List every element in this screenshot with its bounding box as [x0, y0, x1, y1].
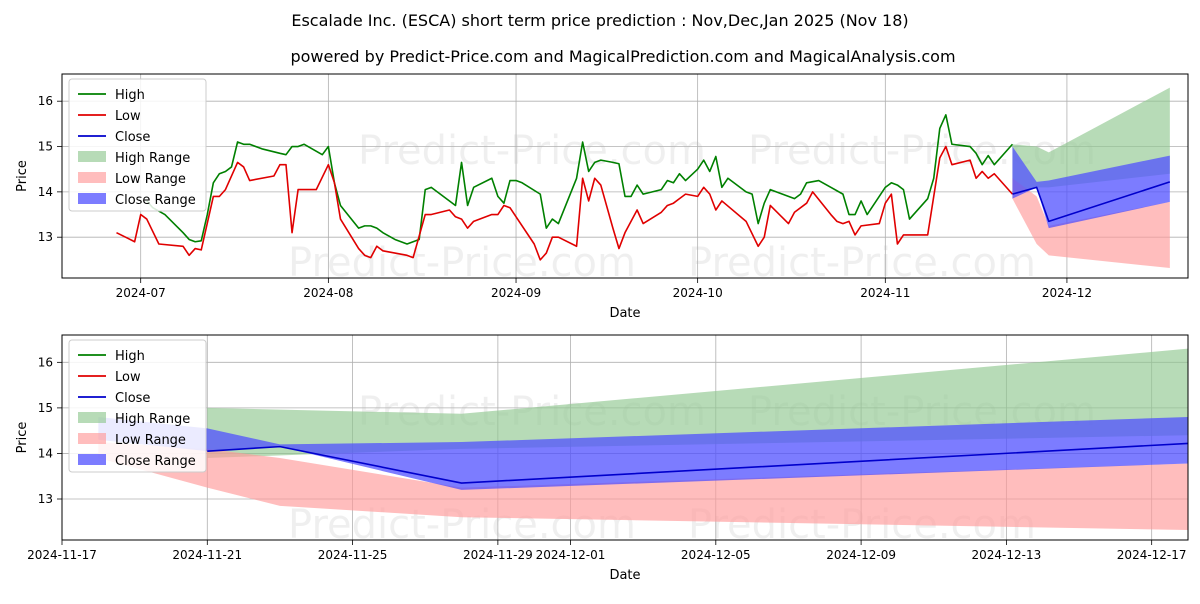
x-tick-label: 2024-09	[491, 286, 541, 300]
low-range-band	[98, 442, 1188, 530]
legend-label-low: Low	[115, 370, 141, 385]
legend-swatch-close-range	[78, 193, 106, 204]
legend-label-high: High	[115, 349, 145, 364]
watermark-text: Predict-Price.com	[358, 128, 706, 174]
x-axis-label: Date	[609, 568, 640, 583]
x-tick-label: 2024-12	[1042, 286, 1092, 300]
close-line	[1012, 181, 1171, 223]
chart-subtitle: powered by Predict-Price.com and Magical…	[290, 47, 955, 66]
x-tick-label: 2024-11-25	[318, 548, 388, 562]
close-range-band	[98, 417, 1188, 490]
legend-label-low-range: Low Range	[115, 172, 186, 187]
legend-label-close: Close	[115, 391, 150, 406]
x-tick-label: 2024-10	[673, 286, 723, 300]
x-tick-label: 2024-12-17	[1117, 548, 1187, 562]
chart-title: Escalade Inc. (ESCA) short term price pr…	[291, 11, 908, 30]
x-tick-label: 2024-11-17	[27, 548, 97, 562]
x-axis-label: Date	[609, 306, 640, 321]
legend-label-high: High	[115, 88, 145, 103]
bottom-panel: Predict-Price.comPredict-Price.comPredic…	[15, 334, 1189, 583]
x-tick-label: 2024-11-21	[172, 548, 242, 562]
legend-label-close-range: Close Range	[115, 454, 196, 469]
legend-label-low: Low	[115, 109, 141, 124]
legend-label-close: Close	[115, 130, 150, 145]
watermark-text: Predict-Price.com	[288, 240, 636, 286]
y-axis-label: Price	[15, 160, 30, 192]
close-range-band	[1012, 146, 1170, 229]
x-tick-label: 2024-08	[303, 286, 353, 300]
high-line	[146, 114, 1014, 245]
legend-swatch-high-range	[78, 412, 106, 423]
legend-swatch-close-range	[78, 454, 106, 465]
plot-frame	[61, 73, 1189, 279]
legend-label-close-range: Close Range	[115, 193, 196, 208]
x-tick-label: 2024-07	[116, 286, 166, 300]
y-tick-label: 14	[38, 446, 53, 460]
y-tick-label: 13	[38, 230, 53, 244]
x-tick-label: 2024-11	[860, 286, 910, 300]
y-tick-label: 16	[38, 94, 53, 108]
y-tick-label: 13	[38, 492, 53, 506]
y-tick-label: 14	[38, 185, 53, 199]
x-tick-label: 2024-12-01	[536, 548, 606, 562]
legend-swatch-high-range	[78, 151, 106, 162]
plot-frame	[61, 334, 1189, 541]
legend-swatch-low-range	[78, 433, 106, 444]
close-line	[207, 442, 1189, 484]
y-tick-label: 15	[38, 140, 53, 154]
y-axis-label: Price	[15, 422, 30, 454]
low-range-band	[1012, 178, 1170, 269]
watermark-text: Predict-Price.com	[688, 240, 1036, 286]
x-tick-label: 2024-11-29	[463, 548, 533, 562]
legend-label-low-range: Low Range	[115, 433, 186, 448]
legend-label-high-range: High Range	[115, 412, 190, 427]
x-tick-label: 2024-12-09	[826, 548, 896, 562]
x-tick-label: 2024-12-13	[972, 548, 1042, 562]
low-line	[116, 145, 1014, 261]
y-tick-label: 15	[38, 401, 53, 415]
legend-label-high-range: High Range	[115, 151, 190, 166]
y-tick-label: 16	[38, 355, 53, 369]
legend-swatch-low-range	[78, 172, 106, 183]
x-tick-label: 2024-12-05	[681, 548, 751, 562]
top-panel: Predict-Price.com Predict-Price.com Predic…	[15, 73, 1189, 321]
